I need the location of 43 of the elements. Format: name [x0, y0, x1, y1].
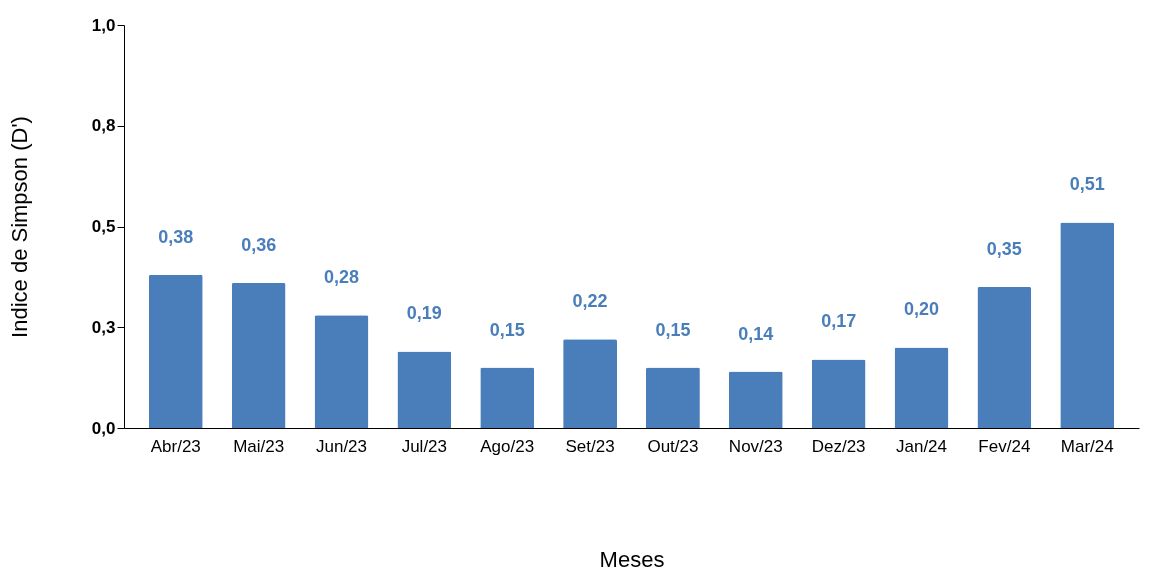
bar — [1060, 222, 1115, 428]
x-tick-label: Mar/24 — [1060, 436, 1114, 456]
bar — [148, 274, 203, 428]
bar — [314, 315, 369, 428]
data-label: 0,15 — [489, 319, 525, 340]
data-label: 0,28 — [323, 267, 360, 288]
y-tick-label: 0,8 — [91, 116, 116, 136]
bar — [563, 339, 617, 428]
bar — [231, 282, 286, 428]
x-tick-label: Jun/23 — [315, 436, 368, 456]
y-tick-label: 0,3 — [91, 317, 116, 337]
x-axis-title: Meses — [599, 546, 665, 572]
bar — [894, 347, 949, 428]
bar — [397, 351, 452, 428]
x-tick-label: Dez/23 — [811, 436, 866, 456]
data-label: 0,17 — [821, 311, 857, 332]
x-tick-label: Fev/24 — [978, 436, 1031, 456]
x-tick-label: Out/23 — [647, 436, 699, 456]
y-tick-label: 0,0 — [91, 418, 116, 438]
x-tick-label: Nov/23 — [728, 436, 783, 456]
x-tick-label: Abr/23 — [150, 436, 201, 456]
data-label: 0,19 — [406, 303, 442, 324]
x-tick-label: Jul/23 — [401, 436, 448, 456]
x-tick-label: Set/23 — [565, 436, 615, 456]
y-tick-label: 1,0 — [91, 15, 116, 35]
data-label: 0,51 — [1069, 174, 1105, 195]
data-label: 0,15 — [655, 319, 691, 340]
y-tick-label: 0,5 — [91, 217, 116, 236]
bar — [977, 286, 1032, 428]
data-label: 0,20 — [903, 299, 940, 320]
x-tick-label: Mai/23 — [233, 436, 285, 456]
data-label: 0,14 — [738, 323, 774, 344]
data-label: 0,35 — [986, 238, 1022, 259]
y-axis-title: Indice de Simpson (D') — [6, 116, 32, 338]
bar — [811, 359, 866, 428]
bar — [646, 367, 700, 428]
data-label: 0,22 — [572, 291, 608, 312]
x-tick-label: Ago/23 — [480, 436, 535, 456]
data-label: 0,36 — [241, 234, 277, 255]
bar — [480, 367, 535, 428]
data-label: 0,38 — [158, 226, 194, 247]
x-tick-label: Jan/24 — [895, 436, 948, 456]
bar — [728, 371, 783, 428]
